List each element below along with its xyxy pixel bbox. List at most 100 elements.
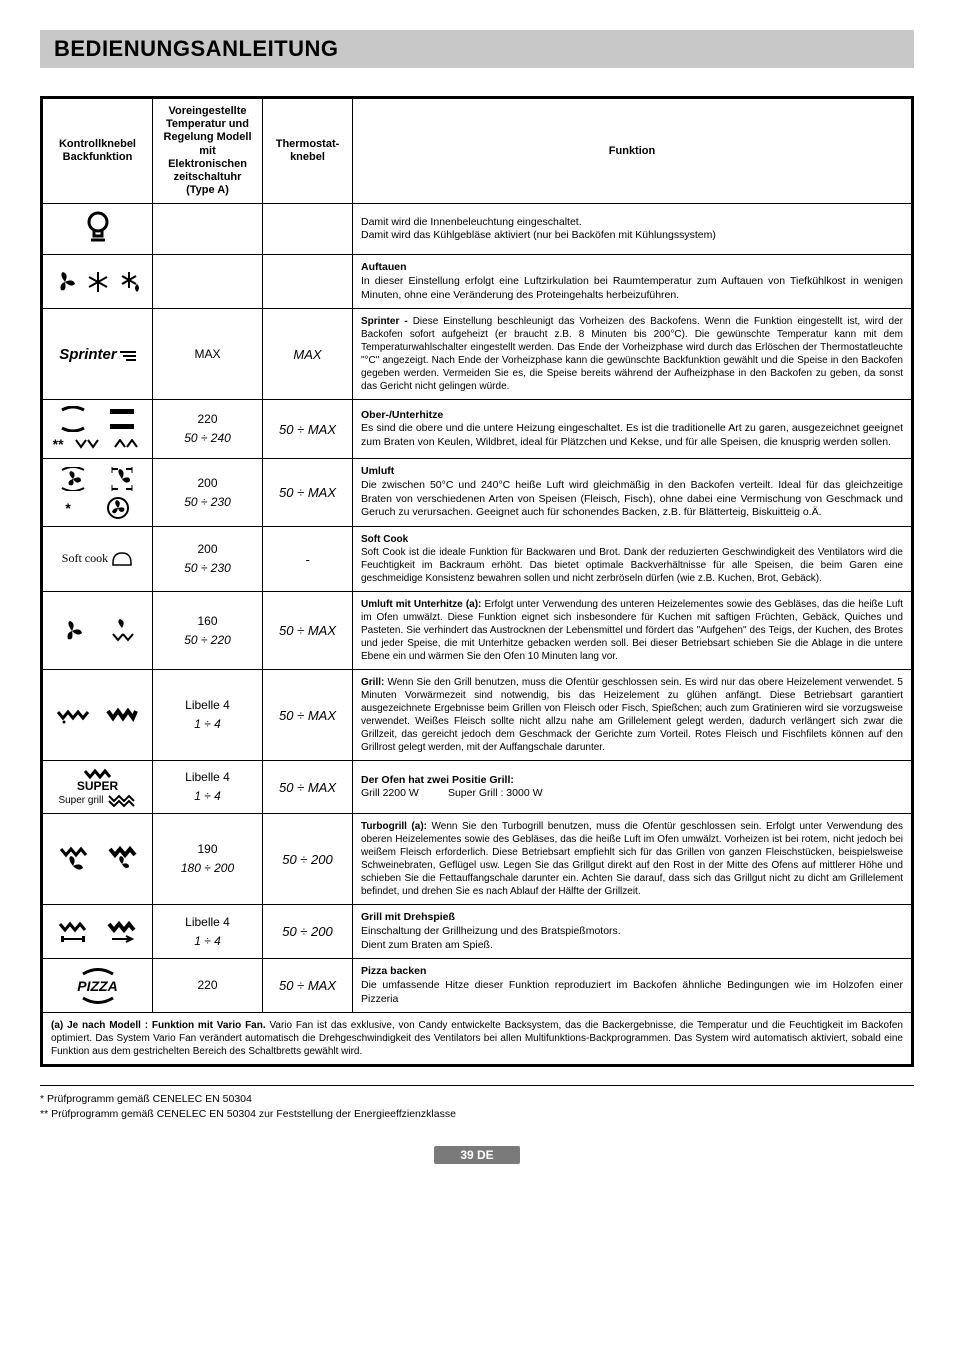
- temp-range: 50 ÷ 240: [184, 431, 231, 445]
- bottom-heat-icon: [78, 995, 118, 1005]
- icon-turbogrill-cell: [43, 814, 153, 905]
- temp-range: 180 ÷ 200: [181, 861, 234, 875]
- func-text: Damit wird die Innenbeleuchtung eingesch…: [361, 216, 716, 242]
- icon-grill-cell: [43, 670, 153, 761]
- func-title: Soft Cook: [361, 534, 408, 545]
- temp-cell: 200 50 ÷ 230: [153, 527, 263, 592]
- table-row: ** 220 50 ÷ 240 50 ÷ MAX Ober-/Unterhitz…: [43, 400, 912, 459]
- main-table-wrapper: Kontrollknebel Backfunktion Voreingestel…: [40, 96, 914, 1067]
- snowflake-icon: [86, 270, 110, 294]
- header-col1: Kontrollknebel Backfunktion: [43, 99, 153, 204]
- icon-fanbottom-cell: [43, 592, 153, 670]
- temp-cell: MAX: [153, 309, 263, 400]
- grill-fan2-icon: [107, 844, 137, 874]
- page-number-badge: 39 DE: [434, 1146, 519, 1164]
- func-title: Grill mit Drehspieß: [361, 911, 455, 923]
- temp-main: 190: [197, 842, 217, 856]
- table-row: Sprinter MAX MAX Sprinter - Diese Einste…: [43, 309, 912, 400]
- top-bottom-heat-icon: [58, 406, 88, 432]
- func-text: Diese Einstellung beschleunigt das Vorhe…: [361, 316, 903, 392]
- fan-icon: [53, 270, 77, 294]
- func-title: Ober-/Unterhitze: [361, 409, 443, 421]
- thermo-cell: 50 ÷ MAX: [263, 592, 353, 670]
- temp-cell: Libelle 4 1 ÷ 4: [153, 761, 263, 814]
- func-cell: Grill: Wenn Sie den Grill benutzen, muss…: [353, 670, 912, 761]
- thermo-cell: 50 ÷ MAX: [263, 670, 353, 761]
- footnote-line2: ** Prüfprogramm gemäß CENELEC EN 50304 z…: [40, 1107, 914, 1122]
- temp-cell: [153, 204, 263, 255]
- temp-main: 200: [197, 542, 217, 556]
- thermo-cell: 50 ÷ MAX: [263, 459, 353, 527]
- softcook-label: Soft cook: [62, 551, 108, 565]
- asterisks: *: [65, 500, 70, 516]
- func-cell: Der Ofen hat zwei Positie Grill: Grill 2…: [353, 761, 912, 814]
- func-text: In dieser Einstellung erfolgt eine Luftz…: [361, 275, 903, 301]
- header-col2: Voreingestellte Temperatur und Regelung …: [153, 99, 263, 204]
- fan-circle-icon: [106, 496, 130, 520]
- asterisks: **: [53, 436, 64, 452]
- temp-main: 200: [197, 476, 217, 490]
- double-zigzag-icon: [107, 793, 137, 807]
- top-heat-icon: [78, 967, 118, 977]
- func-grill-w: Grill 2200 W: [361, 787, 419, 799]
- func-cell: Sprinter - Diese Einstellung beschleunig…: [353, 309, 912, 400]
- header-col3: Thermostat-knebel: [263, 99, 353, 204]
- footnotes: * Prüfprogramm gemäß CENELEC EN 50304 **…: [40, 1085, 914, 1121]
- temp-cell: [153, 255, 263, 309]
- fan-triangles-icon: [109, 618, 135, 644]
- temp-cell: 200 50 ÷ 230: [153, 459, 263, 527]
- func-title: Umluft: [361, 465, 394, 477]
- func-cell: Turbogrill (a): Wenn Sie den Turbogrill …: [353, 814, 912, 905]
- temp-main: 220: [197, 978, 217, 992]
- grill-spit-icon: [57, 919, 89, 945]
- func-cell: Auftauen In dieser Einstellung erfolgt e…: [353, 255, 912, 309]
- thermo-cell: [263, 204, 353, 255]
- bread-icon: [111, 551, 133, 567]
- table-row: Damit wird die Innenbeleuchtung eingesch…: [43, 204, 912, 255]
- grill-zigzag-icon: [56, 706, 90, 724]
- header-col4: Funktion: [353, 99, 912, 204]
- temp-range: 1 ÷ 4: [194, 717, 221, 731]
- footnote-bold: (a) Je nach Modell : Funktion mit Vario …: [51, 1020, 266, 1031]
- func-text: Wenn Sie den Turbogrill benutzen, muss d…: [361, 821, 903, 897]
- table-row: SUPER Super grill Libelle 4 1 ÷ 4 50 ÷ M…: [43, 761, 912, 814]
- table-row: Soft cook 200 50 ÷ 230 - Soft Cook Soft …: [43, 527, 912, 592]
- pizza-label: PIZZA: [77, 978, 117, 994]
- thermo-cell: 50 ÷ MAX: [263, 761, 353, 814]
- func-cell: Pizza backen Die umfassende Hitze dieser…: [353, 959, 912, 1013]
- triangles-up-icon: [112, 439, 142, 449]
- icon-sprinter-cell: Sprinter: [43, 309, 153, 400]
- temp-main: Libelle 4: [185, 770, 230, 784]
- table-row: * 200 50 ÷ 230 50 ÷ MAX Umluft Die zwisc…: [43, 459, 912, 527]
- fan-arrows-icon: [108, 465, 136, 493]
- page-title-bar: BEDIENUNGSANLEITUNG: [40, 30, 914, 68]
- icon-conventional-cell: **: [43, 400, 153, 459]
- table-row: Libelle 4 1 ÷ 4 50 ÷ MAX Grill: Wenn Sie…: [43, 670, 912, 761]
- func-bold-lead: Turbogrill (a):: [361, 821, 432, 832]
- temp-range: 50 ÷ 220: [184, 633, 231, 647]
- page-number: 39 DE: [40, 1148, 914, 1162]
- thermo-cell: 50 ÷ MAX: [263, 400, 353, 459]
- func-text: Es sind die obere und die untere Heizung…: [361, 422, 903, 448]
- temp-cell: 190 180 ÷ 200: [153, 814, 263, 905]
- temp-main: 160: [197, 614, 217, 628]
- lightbulb-icon: [85, 210, 111, 248]
- temp-cell: 220: [153, 959, 263, 1013]
- table-row: 160 50 ÷ 220 50 ÷ MAX Umluft mit Unterhi…: [43, 592, 912, 670]
- footnote-line1: * Prüfprogramm gemäß CENELEC EN 50304: [40, 1092, 914, 1107]
- func-cell: Umluft Die zwischen 50°C und 240°C heiße…: [353, 459, 912, 527]
- thermo-cell: 50 ÷ 200: [263, 905, 353, 959]
- thermo-cell: 50 ÷ 200: [263, 814, 353, 905]
- func-cell: Ober-/Unterhitze Es sind die obere und d…: [353, 400, 912, 459]
- func-text: Einschaltung der Grillheizung und des Br…: [361, 925, 621, 951]
- fan-boxed-icon: [59, 467, 87, 491]
- func-cell: Damit wird die Innenbeleuchtung eingesch…: [353, 204, 912, 255]
- temp-cell: 220 50 ÷ 240: [153, 400, 263, 459]
- func-cell: Grill mit Drehspieß Einschaltung der Gri…: [353, 905, 912, 959]
- grill-fan-icon: [58, 844, 88, 874]
- table-row: Auftauen In dieser Einstellung erfolgt e…: [43, 255, 912, 309]
- func-text: Wenn Sie den Grill benutzen, muss die Of…: [361, 677, 903, 753]
- func-title: Pizza backen: [361, 965, 426, 977]
- icon-fan-cell: *: [43, 459, 153, 527]
- temp-range: 50 ÷ 230: [184, 561, 231, 575]
